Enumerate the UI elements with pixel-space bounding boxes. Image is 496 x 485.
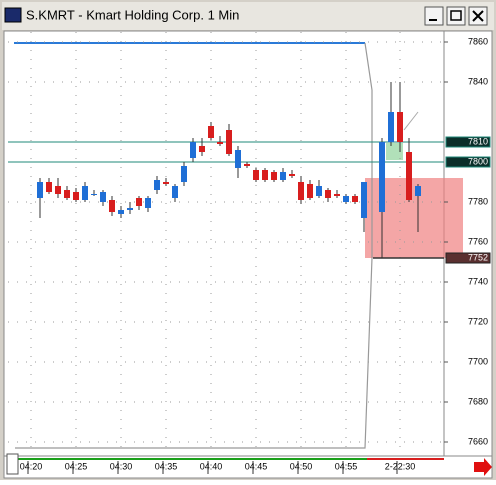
candle-body [388, 112, 394, 142]
candle-body [64, 190, 70, 198]
y-tick-label: 7660 [468, 436, 488, 446]
candle-body [199, 146, 205, 152]
candle-body [325, 190, 331, 198]
y-tick-label: 7780 [468, 196, 488, 206]
candle-body [298, 182, 304, 200]
y-tick-label: 7760 [468, 236, 488, 246]
last-price-box [445, 252, 491, 264]
x-tick-label: 04:25 [65, 461, 88, 471]
candle-body [334, 194, 340, 196]
level-label: 7810 [468, 136, 488, 146]
candle-body [379, 142, 385, 212]
candle-body [343, 196, 349, 202]
candle-body [100, 192, 106, 202]
candle-body [136, 198, 142, 206]
y-tick-label: 7720 [468, 316, 488, 326]
x-tick-label: 04:30 [110, 461, 133, 471]
last-price-label: 7752 [468, 252, 488, 262]
y-tick-label: 7860 [468, 36, 488, 46]
candle-body [37, 182, 43, 198]
level-label-box [445, 136, 491, 148]
y-tick-label: 7680 [468, 396, 488, 406]
scroll-box[interactable] [6, 453, 19, 475]
candle-body [109, 200, 115, 212]
x-tick-label: 04:40 [200, 461, 223, 471]
candle-body [235, 150, 241, 168]
x-tick-label: 04:20 [20, 461, 43, 471]
candle-body [82, 186, 88, 200]
x-tick-label: 2-22:30 [385, 461, 416, 471]
candle-body [307, 184, 313, 198]
scroll-arrow[interactable] [474, 458, 492, 476]
candle-body [415, 186, 421, 196]
candle-body [154, 180, 160, 190]
candle-body [352, 196, 358, 202]
title-bar [2, 2, 494, 30]
maximize-icon [450, 10, 462, 21]
candle-body [406, 152, 412, 200]
candle-body [262, 170, 268, 180]
candle-body [289, 174, 295, 176]
app-icon[interactable] [4, 7, 22, 23]
candle-body [163, 182, 169, 184]
x-tick-label: 04:55 [335, 461, 358, 471]
x-tick-label: 04:50 [290, 461, 313, 471]
candle-body [271, 172, 277, 180]
candle-body [397, 112, 403, 142]
candle-body [73, 192, 79, 200]
overlay-line [15, 42, 373, 449]
x-tick-label: 04:45 [245, 461, 268, 471]
candle-body [280, 172, 286, 180]
candle-body [226, 130, 232, 154]
close-icon [472, 10, 484, 22]
candle-body [208, 126, 214, 138]
level-label-box [445, 156, 491, 168]
candle-body [316, 186, 322, 196]
y-tick-label: 7700 [468, 356, 488, 366]
candle-body [190, 142, 196, 158]
maximize-button[interactable] [446, 6, 466, 26]
candle-body [217, 142, 223, 144]
candle-body [145, 198, 151, 208]
window-title: S.KMRT - Kmart Holding Corp. 1 Min [26, 7, 239, 22]
candle-body [244, 164, 250, 166]
y-tick-label: 7740 [468, 276, 488, 286]
overlay-line [403, 111, 419, 131]
highlight-zone-small [386, 143, 403, 160]
candle-body [253, 170, 259, 180]
candle-body [46, 182, 52, 192]
candle-body [118, 210, 124, 214]
candle-body [181, 166, 187, 182]
minimize-button[interactable] [424, 6, 444, 26]
y-tick-label: 7840 [468, 76, 488, 86]
candle-body [361, 182, 367, 218]
candle-body [127, 208, 133, 210]
level-label: 7800 [468, 156, 488, 166]
candle-body [172, 186, 178, 198]
x-tick-label: 04:35 [155, 461, 178, 471]
candle-body [91, 194, 97, 195]
candle-body [55, 186, 61, 194]
